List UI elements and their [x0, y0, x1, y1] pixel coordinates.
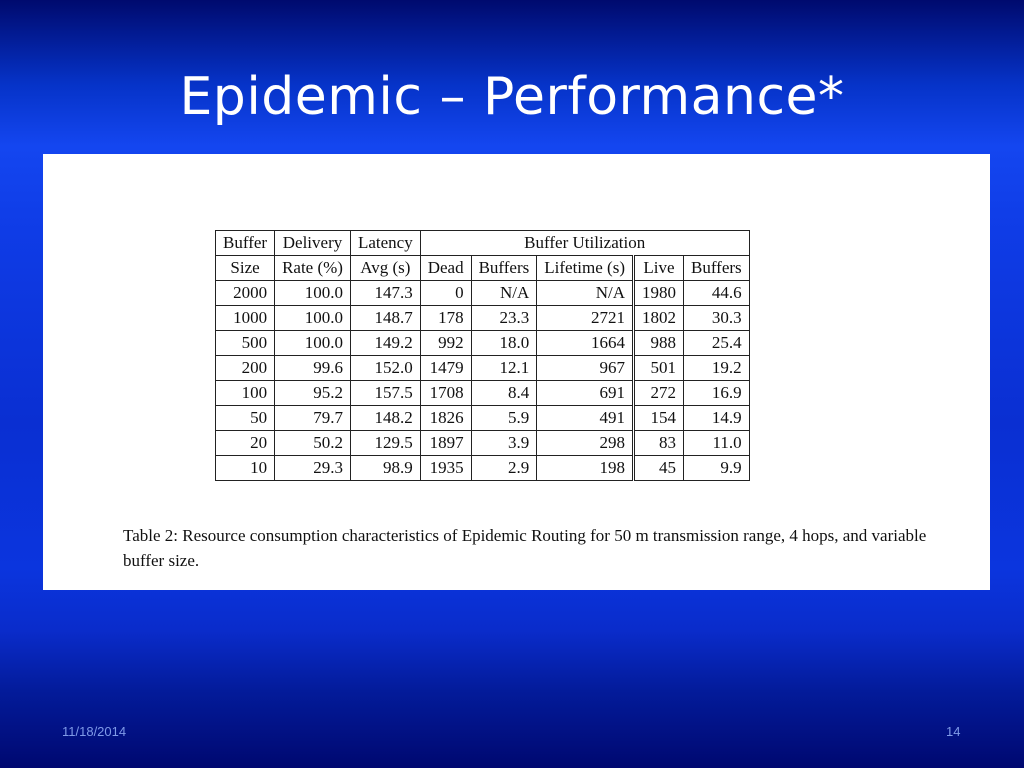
- table-cell: 9.9: [682, 455, 750, 481]
- figure-panel: Buffer Delivery Latency Buffer Utilizati…: [43, 154, 990, 590]
- table-cell: 50: [214, 405, 276, 431]
- table-row: 50 79.7 148.2 1826 5.9 491 154 14.9: [214, 405, 750, 431]
- table-cell: 272: [632, 380, 684, 406]
- table-row: 10 29.3 98.9 1935 2.9 198 45 9.9: [214, 455, 750, 481]
- table-row: 500 100.0 149.2 992 18.0 1664 988 25.4: [214, 330, 750, 356]
- table-row: 20 50.2 129.5 1897 3.9 298 83 11.0: [214, 430, 750, 456]
- table-row: 1000 100.0 148.7 178 23.3 2721 1802 30.3: [214, 305, 750, 331]
- table-cell: 298: [536, 430, 635, 456]
- table-cell: 148.2: [349, 405, 421, 431]
- table-caption: Table 2: Resource consumption characteri…: [123, 526, 927, 570]
- table-cell: 100: [214, 380, 276, 406]
- table-cell: 8.4: [470, 380, 538, 406]
- table-cell: 691: [536, 380, 635, 406]
- table-subheader-row: Size Rate (%) Avg (s) Dead Buffers Lifet…: [214, 255, 750, 281]
- table-cell: 0: [419, 280, 472, 306]
- table-cell: 967: [536, 355, 635, 381]
- table-cell: 19.2: [682, 355, 750, 381]
- table-cell: 12.1: [470, 355, 538, 381]
- table-cell: 491: [536, 405, 635, 431]
- table-cell: 178: [419, 305, 472, 331]
- table-row: 100 95.2 157.5 1708 8.4 691 272 16.9: [214, 380, 750, 406]
- header-delivery: Delivery: [274, 230, 351, 256]
- table-cell: 100.0: [274, 280, 351, 306]
- table-cell: 3.9: [470, 430, 538, 456]
- table-cell: 5.9: [470, 405, 538, 431]
- table-cell: 1826: [419, 405, 472, 431]
- table-cell: 1897: [419, 430, 472, 456]
- table-cell: 157.5: [349, 380, 421, 406]
- table-cell: 98.9: [349, 455, 421, 481]
- header-size: Size: [214, 255, 276, 281]
- table-cell: 14.9: [682, 405, 750, 431]
- table-cell: 147.3: [349, 280, 421, 306]
- table-cell: 149.2: [349, 330, 421, 356]
- header-buffer: Buffer: [214, 230, 276, 256]
- header-buffer-utilization: Buffer Utilization: [419, 230, 750, 256]
- table-cell: 148.7: [349, 305, 421, 331]
- table-cell: 95.2: [274, 380, 351, 406]
- table-cell: 18.0: [470, 330, 538, 356]
- table-cell: N/A: [536, 280, 635, 306]
- table-cell: 45: [632, 455, 684, 481]
- table-cell: 1000: [214, 305, 276, 331]
- table-cell: 2000: [214, 280, 276, 306]
- table-header-row: Buffer Delivery Latency Buffer Utilizati…: [214, 230, 750, 256]
- slide-title: Epidemic – Performance*: [179, 67, 845, 127]
- header-live-buffers: Buffers: [682, 255, 750, 281]
- table-cell: 50.2: [274, 430, 351, 456]
- table-cell: 10: [214, 455, 276, 481]
- header-lifetime: Lifetime (s): [536, 255, 635, 281]
- table-cell: 1708: [419, 380, 472, 406]
- table-cell: 83: [632, 430, 684, 456]
- table-cell: 25.4: [682, 330, 750, 356]
- table-cell: 11.0: [682, 430, 750, 456]
- table-cell: 79.7: [274, 405, 351, 431]
- table-cell: 154: [632, 405, 684, 431]
- table-cell: 20: [214, 430, 276, 456]
- table-cell: 200: [214, 355, 276, 381]
- table-cell: 1479: [419, 355, 472, 381]
- table-cell: 1935: [419, 455, 472, 481]
- table-cell: 992: [419, 330, 472, 356]
- table-cell: 44.6: [682, 280, 750, 306]
- results-table: Buffer Delivery Latency Buffer Utilizati…: [214, 230, 750, 481]
- table-cell: 198: [536, 455, 635, 481]
- table-cell: 1802: [632, 305, 684, 331]
- table-cell: 30.3: [682, 305, 750, 331]
- table-row: 2000 100.0 147.3 0 N/A N/A 1980 44.6: [214, 280, 750, 306]
- table-cell: 501: [632, 355, 684, 381]
- header-avg: Avg (s): [349, 255, 421, 281]
- header-live: Live: [632, 255, 684, 281]
- header-rate: Rate (%): [274, 255, 351, 281]
- table-cell: 988: [632, 330, 684, 356]
- table-cell: 1980: [632, 280, 684, 306]
- table-cell: N/A: [470, 280, 538, 306]
- table-cell: 100.0: [274, 330, 351, 356]
- table-cell: 152.0: [349, 355, 421, 381]
- table-row: 200 99.6 152.0 1479 12.1 967 501 19.2: [214, 355, 750, 381]
- header-dead-buffers: Buffers: [470, 255, 538, 281]
- table-cell: 99.6: [274, 355, 351, 381]
- header-latency: Latency: [349, 230, 421, 256]
- table-cell: 16.9: [682, 380, 750, 406]
- table-body: 2000 100.0 147.3 0 N/A N/A 1980 44.6 1000 100.0 14…: [214, 280, 750, 481]
- table-cell: 1664: [536, 330, 635, 356]
- table-cell: 2.9: [470, 455, 538, 481]
- header-dead: Dead: [419, 255, 472, 281]
- footer-date: 11/18/2014: [62, 724, 127, 739]
- table-cell: 2721: [536, 305, 635, 331]
- table-cell: 129.5: [349, 430, 421, 456]
- footer-page-number: 14: [946, 724, 961, 739]
- table-cell: 23.3: [470, 305, 538, 331]
- table-cell: 500: [214, 330, 276, 356]
- table-cell: 29.3: [274, 455, 351, 481]
- table-cell: 100.0: [274, 305, 351, 331]
